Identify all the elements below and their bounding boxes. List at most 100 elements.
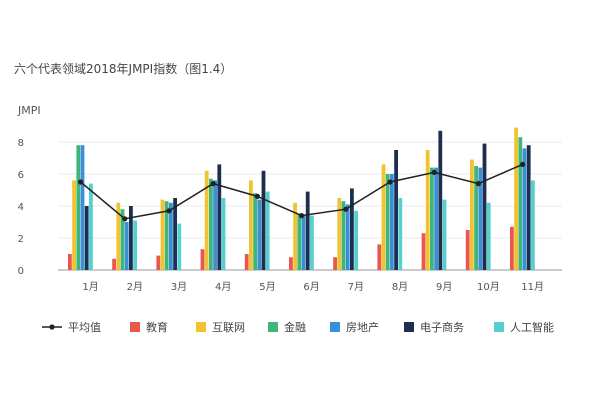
bar-教育-7月 <box>333 257 337 270</box>
x-tick-label: 2月 <box>127 281 143 293</box>
legend-label-人工智能: 人工智能 <box>510 320 554 334</box>
average-point-10月 <box>475 181 481 187</box>
y-tick-label: 4 <box>18 202 24 213</box>
bar-电子商务-5月 <box>261 170 266 270</box>
bar-教育-2月 <box>112 258 116 270</box>
bar-教育-9月 <box>421 233 426 270</box>
bar-电子商务-8月 <box>394 150 398 270</box>
average-point-3月 <box>166 208 172 214</box>
average-point-11月 <box>520 161 526 167</box>
bar-人工智能-6月 <box>310 215 314 270</box>
legend-swatch-人工智能 <box>494 322 504 332</box>
legend-label-平均值: 平均值 <box>68 321 101 334</box>
legend-label-电子商务: 电子商务 <box>420 320 464 334</box>
x-tick-label: 1月 <box>82 281 98 293</box>
bar-人工智能-2月 <box>133 220 137 270</box>
legend-label-房地产: 房地产 <box>346 320 379 334</box>
bar-人工智能-11月 <box>531 180 535 270</box>
x-tick-label: 8月 <box>392 281 408 293</box>
average-point-8月 <box>387 179 393 185</box>
y-tick-label: 0 <box>18 266 24 277</box>
average-point-7月 <box>343 206 349 212</box>
x-tick-label: 5月 <box>259 281 275 293</box>
bar-教育-5月 <box>244 254 249 270</box>
legend-swatch-房地产 <box>330 322 340 332</box>
bar-金融-2月 <box>120 209 125 270</box>
legend-swatch-教育 <box>130 322 140 332</box>
average-point-4月 <box>210 181 216 187</box>
x-tick-label: 3月 <box>171 281 187 293</box>
bar-教育-10月 <box>465 230 470 270</box>
bar-房地产-5月 <box>257 199 262 270</box>
average-point-2月 <box>122 216 128 222</box>
legend-swatch-电子商务 <box>404 322 414 332</box>
x-tick-label: 7月 <box>348 281 364 293</box>
bar-房地产-11月 <box>522 148 527 270</box>
average-line <box>80 163 523 220</box>
axis-layer: JMPI 0 2 4 6 8 1月 2月 3月 4月 5月 6月 7月 8月 9月 10月 11月 <box>17 104 544 293</box>
x-tick-label: 6月 <box>303 281 319 293</box>
y-tick-label: 2 <box>18 234 24 245</box>
legend-label-教育: 教育 <box>146 320 168 334</box>
y-axis-label: JMPI <box>17 104 41 117</box>
bar-金融-7月 <box>341 201 346 270</box>
bar-教育-6月 <box>289 257 293 270</box>
bar-互联网-9月 <box>425 150 430 270</box>
legend-swatch-互联网 <box>196 322 206 332</box>
bar-教育-11月 <box>510 226 514 270</box>
bar-金融-5月 <box>253 193 257 270</box>
bar-互联网-2月 <box>116 202 121 270</box>
bar-人工智能-1月 <box>89 183 93 270</box>
bar-教育-4月 <box>200 249 205 270</box>
average-point-6月 <box>299 213 305 219</box>
bar-人工智能-7月 <box>354 210 358 270</box>
bar-互联网-10月 <box>470 159 474 270</box>
legend-label-金融: 金融 <box>284 320 306 334</box>
bar-房地产-1月 <box>80 145 85 270</box>
average-line-layer <box>78 161 526 222</box>
bar-互联网-7月 <box>337 198 342 270</box>
bar-房地产-9月 <box>434 167 438 270</box>
legend-swatch-金融 <box>268 322 278 332</box>
average-point-9月 <box>431 169 437 175</box>
bar-互联网-8月 <box>381 164 386 270</box>
average-point-5月 <box>254 193 260 199</box>
bar-电子商务-7月 <box>350 188 354 270</box>
bar-教育-8月 <box>377 244 382 270</box>
bar-互联网-5月 <box>249 180 253 270</box>
bar-电子商务-11月 <box>526 145 531 270</box>
bar-房地产-6月 <box>301 215 306 270</box>
bar-互联网-11月 <box>514 127 518 270</box>
x-tick-label: 9月 <box>436 281 452 293</box>
bar-房地产-8月 <box>390 174 394 270</box>
bar-金融-4月 <box>209 178 213 270</box>
bar-金融-8月 <box>385 174 390 270</box>
bar-房地产-10月 <box>478 167 483 270</box>
bar-金融-3月 <box>164 201 169 270</box>
bar-电子商务-10月 <box>482 143 487 270</box>
bar-金融-9月 <box>430 167 434 270</box>
bar-互联网-1月 <box>72 180 76 270</box>
bar-人工智能-3月 <box>177 223 182 270</box>
bar-互联网-3月 <box>160 199 165 270</box>
bar-电子商务-4月 <box>217 164 222 270</box>
bar-人工智能-10月 <box>486 202 491 270</box>
bar-金融-11月 <box>518 137 523 270</box>
legend: 平均值 教育 互联网 金融 房地产 电子商务 人工智能 <box>42 320 554 334</box>
y-tick-label: 8 <box>18 138 24 149</box>
bar-金融-6月 <box>297 214 302 270</box>
bar-房地产-2月 <box>124 222 129 270</box>
average-point-1月 <box>78 179 84 185</box>
bar-电子商务-3月 <box>173 198 177 270</box>
bar-电子商务-9月 <box>438 130 443 270</box>
legend-label-互联网: 互联网 <box>212 321 245 334</box>
bar-人工智能-8月 <box>398 198 403 270</box>
chart-title: 六个代表领域2018年JMPI指数（图1.4） <box>14 62 233 76</box>
y-tick-label: 6 <box>18 170 24 181</box>
legend-line-marker <box>49 324 55 330</box>
bar-互联网-4月 <box>204 170 209 270</box>
bar-电子商务-2月 <box>129 206 133 270</box>
bar-房地产-4月 <box>213 180 217 270</box>
bar-房地产-7月 <box>345 204 350 270</box>
